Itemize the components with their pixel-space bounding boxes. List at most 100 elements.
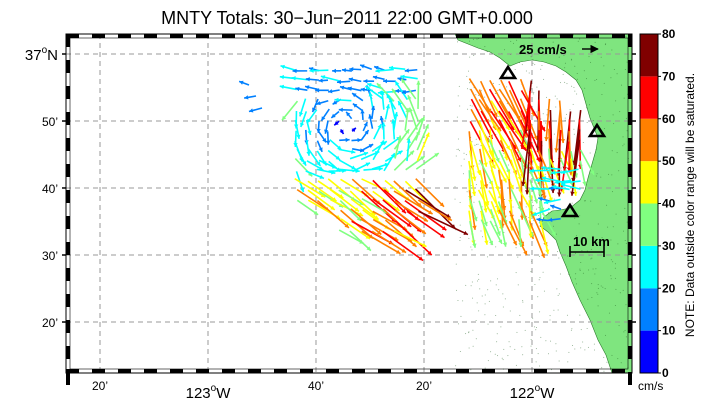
lat-label-minor: 40’ bbox=[42, 182, 58, 196]
frame-tick bbox=[482, 369, 495, 373]
frame-tick bbox=[66, 268, 70, 281]
colorbar-segment bbox=[640, 204, 658, 246]
frame-tick bbox=[352, 369, 365, 373]
colorbar-segment bbox=[640, 76, 658, 118]
frame-tick bbox=[586, 34, 599, 38]
frame-tick bbox=[66, 320, 70, 333]
frame-tick bbox=[628, 294, 632, 307]
frame-tick bbox=[508, 369, 521, 373]
frame-tick bbox=[612, 369, 625, 373]
colorbar-tick-label: 0 bbox=[662, 366, 669, 380]
frame-tick bbox=[300, 369, 313, 373]
colorbar-segment bbox=[640, 119, 658, 161]
colorbar-segment bbox=[640, 331, 658, 373]
lat-label-minor: 30’ bbox=[42, 249, 58, 263]
frame-tick bbox=[482, 34, 495, 38]
frame-tick bbox=[66, 346, 70, 359]
frame-tick bbox=[66, 138, 70, 151]
colorbar-tick-label: 30 bbox=[662, 239, 676, 253]
colorbar-tick-label: 50 bbox=[662, 154, 676, 168]
colorbar-segment bbox=[640, 34, 658, 76]
frame-tick bbox=[248, 34, 261, 38]
frame-tick bbox=[508, 34, 521, 38]
colorbar-segment bbox=[640, 288, 658, 330]
colorbar-segment bbox=[640, 161, 658, 203]
frame-tick bbox=[196, 34, 209, 38]
frame-tick bbox=[560, 34, 573, 38]
frame-tick bbox=[66, 190, 70, 203]
frame-tick bbox=[534, 34, 547, 38]
map-plot-area: 25 cm/s 10 km bbox=[62, 34, 636, 385]
frame-tick bbox=[628, 268, 632, 281]
frame-tick bbox=[430, 34, 443, 38]
lon-label-major: 123oW bbox=[186, 383, 232, 402]
colorbar-tick-label: 20 bbox=[662, 281, 676, 295]
frame-tick bbox=[534, 369, 547, 373]
lat-label-minor: 50’ bbox=[42, 115, 58, 129]
frame-tick bbox=[612, 34, 625, 38]
frame-tick bbox=[628, 60, 632, 73]
frame-tick bbox=[404, 369, 417, 373]
frame-tick bbox=[196, 369, 209, 373]
frame-tick bbox=[378, 34, 391, 38]
frame-tick bbox=[326, 369, 339, 373]
frame-tick bbox=[66, 242, 70, 255]
frame-tick bbox=[628, 216, 632, 229]
frame-tick bbox=[66, 164, 70, 177]
lon-label-minor: 20’ bbox=[92, 379, 108, 393]
lon-label-minor: 20’ bbox=[416, 379, 432, 393]
frame-tick bbox=[628, 86, 632, 99]
colorbar-unit: cm/s bbox=[638, 379, 663, 393]
frame-tick bbox=[274, 369, 287, 373]
scale-arrow-label: 25 cm/s bbox=[519, 42, 567, 57]
frame-tick bbox=[430, 369, 443, 373]
frame-tick bbox=[66, 372, 70, 385]
frame-tick bbox=[456, 369, 469, 373]
frame-tick bbox=[378, 369, 391, 373]
lat-label-major: 37oN bbox=[25, 45, 58, 64]
frame-tick bbox=[628, 372, 632, 385]
frame-tick bbox=[300, 34, 313, 38]
frame-tick bbox=[66, 294, 70, 307]
map-title: MNTY Totals: 30−Jun−2011 22:00 GMT+0.000 bbox=[161, 8, 533, 28]
frame-tick bbox=[66, 86, 70, 99]
frame-tick bbox=[144, 369, 157, 373]
colorbar-tick-label: 70 bbox=[662, 69, 676, 83]
frame-tick bbox=[628, 112, 632, 125]
lon-label-major: 122oW bbox=[510, 383, 556, 402]
frame-tick bbox=[560, 369, 573, 373]
colorbar-tick-label: 60 bbox=[662, 112, 676, 126]
frame-tick bbox=[248, 369, 261, 373]
frame-tick bbox=[118, 34, 131, 38]
frame-tick bbox=[66, 216, 70, 229]
frame-tick bbox=[118, 369, 131, 373]
longitude-labels: 20’ 123oW 40’ 20’ 122oW bbox=[92, 379, 555, 402]
colorbar-segment bbox=[640, 246, 658, 288]
frame-tick bbox=[456, 34, 469, 38]
colorbar-tick-label: 40 bbox=[662, 197, 676, 211]
frame-tick bbox=[628, 320, 632, 333]
frame-tick bbox=[66, 112, 70, 125]
frame-tick bbox=[222, 369, 235, 373]
frame-tick bbox=[404, 34, 417, 38]
frame-tick bbox=[274, 34, 287, 38]
frame-tick bbox=[144, 34, 157, 38]
colorbar-tick-label: 10 bbox=[662, 324, 676, 338]
frame-tick bbox=[170, 369, 183, 373]
colorbar-note: NOTE: Data outside color range will be s… bbox=[683, 73, 697, 337]
frame-tick bbox=[222, 34, 235, 38]
frame-tick bbox=[170, 34, 183, 38]
frame-tick bbox=[92, 34, 105, 38]
frame-tick bbox=[628, 346, 632, 359]
lon-label-minor: 40’ bbox=[308, 379, 324, 393]
frame-tick bbox=[628, 242, 632, 255]
frame-tick bbox=[628, 138, 632, 151]
frame-tick bbox=[326, 34, 339, 38]
frame-tick bbox=[66, 60, 70, 73]
frame-tick bbox=[628, 164, 632, 177]
frame-tick bbox=[628, 190, 632, 203]
frame-tick bbox=[628, 34, 632, 47]
